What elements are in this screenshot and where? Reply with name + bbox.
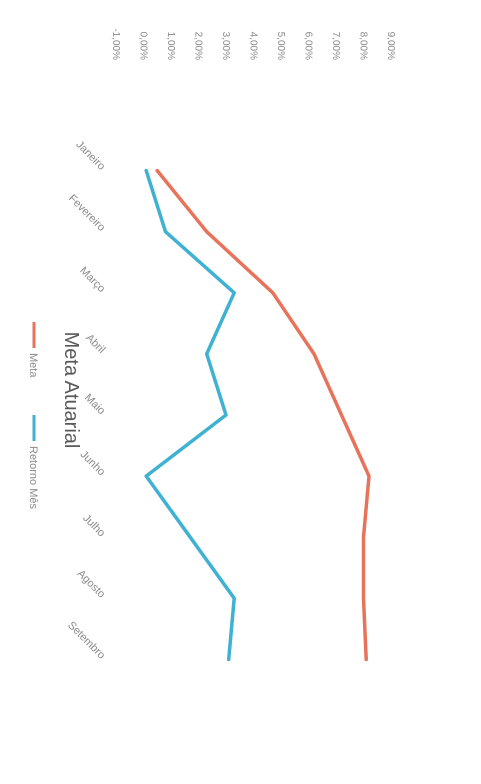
data-point [362, 535, 365, 539]
plot-area [144, 168, 371, 662]
y-axis: -1,00% 0,00% 1,00% 2,00% 3,00% 4,00% 5,00% 6,00… [110, 28, 396, 60]
data-point [364, 657, 368, 661]
data-point [312, 352, 316, 356]
x-tick-label: Janeiro [73, 139, 107, 173]
x-tick-label: Fevereiro [66, 192, 107, 233]
x-tick-label: Maio [82, 392, 107, 417]
data-point [367, 474, 371, 478]
data-point [227, 657, 231, 661]
y-tick-label: 7,00% [330, 32, 341, 60]
x-tick-label: Abril [83, 332, 107, 356]
series-line [155, 168, 371, 662]
y-tick-label: 1,00% [165, 32, 176, 60]
data-point [155, 169, 159, 173]
y-tick-label: 6,00% [303, 32, 314, 60]
data-point [232, 291, 236, 295]
y-tick-label: 4,00% [248, 32, 259, 60]
x-tick-label: Julho [80, 512, 107, 539]
legend-label: Meta [27, 353, 39, 378]
y-tick-label: 3,00% [220, 32, 231, 60]
y-tick-label: 8,00% [358, 32, 369, 60]
y-tick-label: 9,00% [385, 32, 396, 60]
data-point [340, 413, 343, 417]
legend-label: Retorno Mês [27, 446, 39, 509]
data-point [144, 169, 148, 173]
x-tick-label: Junho [78, 449, 108, 479]
y-tick-label: -1,00% [110, 28, 121, 60]
data-point [205, 230, 209, 234]
data-point [164, 230, 167, 234]
x-tick-label: Agosto [75, 568, 108, 601]
y-tick-label: 0,00% [138, 32, 149, 60]
data-point [144, 474, 148, 478]
data-point [362, 596, 365, 600]
x-tick-label: Setembro [65, 619, 107, 661]
data-point [188, 535, 192, 539]
y-tick-label: 2,00% [193, 32, 204, 60]
chart-title: Meta Atuarial [60, 332, 82, 449]
legend: Meta Retorno Mês [27, 322, 39, 509]
y-tick-label: 5,00% [275, 32, 286, 60]
x-tick-label: Março [77, 265, 107, 295]
data-point [271, 291, 275, 295]
data-point [232, 596, 236, 600]
data-point [205, 352, 209, 356]
data-point [224, 413, 228, 417]
